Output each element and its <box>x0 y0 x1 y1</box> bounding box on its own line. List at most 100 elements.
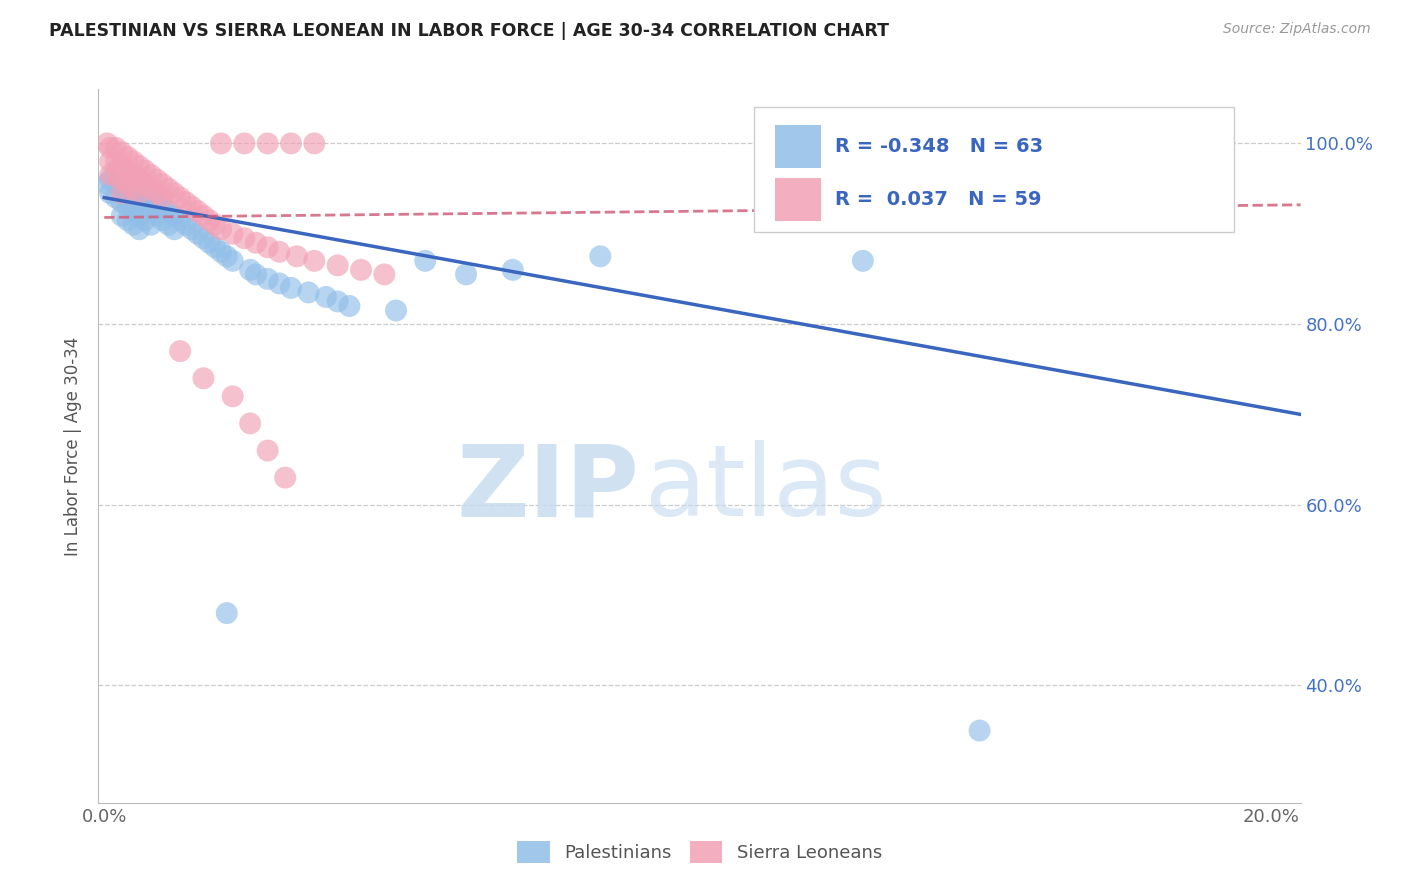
Point <box>122 168 145 182</box>
Point <box>502 263 524 277</box>
Point <box>128 186 150 200</box>
FancyBboxPatch shape <box>754 107 1234 232</box>
Point <box>174 218 197 232</box>
Point <box>193 209 215 223</box>
Point <box>373 268 395 282</box>
Point <box>204 240 226 254</box>
Point <box>128 172 150 186</box>
Point <box>134 213 156 227</box>
Point <box>269 277 291 291</box>
Point <box>274 470 297 484</box>
Point <box>209 136 232 151</box>
Point <box>111 168 134 182</box>
Point <box>239 263 262 277</box>
Point <box>152 213 174 227</box>
Text: Source: ZipAtlas.com: Source: ZipAtlas.com <box>1223 22 1371 37</box>
Point <box>152 177 174 191</box>
Point <box>256 272 278 286</box>
Point <box>209 222 232 236</box>
Point <box>204 218 226 232</box>
Point <box>180 200 202 214</box>
Point <box>280 281 302 295</box>
Point <box>245 268 267 282</box>
Point <box>245 235 267 250</box>
Point <box>163 209 186 223</box>
Point <box>139 168 162 182</box>
FancyBboxPatch shape <box>775 178 821 221</box>
Point <box>589 249 612 263</box>
Point <box>122 181 145 195</box>
Point <box>215 606 238 620</box>
Point <box>280 136 302 151</box>
Point <box>146 209 169 223</box>
Point <box>111 186 134 200</box>
Text: R =  0.037   N = 59: R = 0.037 N = 59 <box>835 190 1042 210</box>
Point <box>96 177 118 191</box>
Point <box>122 177 145 191</box>
Point <box>198 235 221 250</box>
Point <box>326 258 349 272</box>
Point <box>104 168 127 182</box>
Point <box>413 253 436 268</box>
Point <box>104 141 127 155</box>
Point <box>454 268 477 282</box>
Point <box>139 191 162 205</box>
Y-axis label: In Labor Force | Age 30-34: In Labor Force | Age 30-34 <box>65 336 83 556</box>
Point <box>157 204 180 219</box>
Point <box>285 249 308 263</box>
Point <box>198 213 221 227</box>
Point <box>128 195 150 210</box>
Point <box>337 299 360 313</box>
Point <box>122 204 145 219</box>
Point <box>163 186 186 200</box>
Point <box>269 244 291 259</box>
Point <box>163 222 186 236</box>
Point <box>98 168 121 182</box>
Point <box>304 253 326 268</box>
Point <box>111 159 134 173</box>
Point <box>239 417 262 431</box>
Point <box>297 285 319 300</box>
Text: R = -0.348   N = 63: R = -0.348 N = 63 <box>835 136 1043 156</box>
Point <box>221 227 243 241</box>
Point <box>215 249 238 263</box>
Point <box>104 154 127 169</box>
Point <box>111 145 134 160</box>
Point <box>117 213 139 227</box>
Point <box>326 294 349 309</box>
Point <box>139 204 162 219</box>
Point <box>256 240 278 254</box>
Point <box>256 136 278 151</box>
Point <box>134 186 156 200</box>
Point <box>117 186 139 200</box>
Point <box>187 227 209 241</box>
Point <box>221 389 243 403</box>
Point <box>233 136 256 151</box>
Point <box>134 163 156 178</box>
Text: ZIP: ZIP <box>457 441 640 537</box>
Point <box>169 344 191 359</box>
Point <box>157 181 180 195</box>
Point <box>221 253 243 268</box>
Point <box>111 181 134 195</box>
Point <box>111 195 134 210</box>
Point <box>180 222 202 236</box>
Point <box>969 723 991 738</box>
Point <box>128 159 150 173</box>
Point <box>117 172 139 186</box>
FancyBboxPatch shape <box>775 125 821 168</box>
Point <box>117 177 139 191</box>
Point <box>350 263 373 277</box>
Point <box>128 181 150 195</box>
Point <box>152 200 174 214</box>
Text: atlas: atlas <box>645 441 887 537</box>
Point <box>111 172 134 186</box>
Point <box>111 209 134 223</box>
Point <box>233 231 256 245</box>
Point <box>139 218 162 232</box>
Point <box>117 163 139 178</box>
Point <box>193 371 215 385</box>
Point <box>122 218 145 232</box>
Point <box>187 204 209 219</box>
Point <box>117 200 139 214</box>
